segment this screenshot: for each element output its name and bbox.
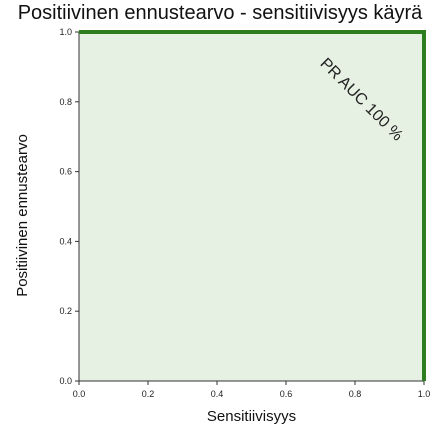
x-tick-label: 0.4 xyxy=(211,389,224,399)
x-tick-label: 0.0 xyxy=(73,389,86,399)
y-tick-label: 0.6 xyxy=(59,167,72,177)
y-tick-label: 1.0 xyxy=(59,27,72,37)
x-tick-label: 0.2 xyxy=(142,389,155,399)
y-tick-label: 0.4 xyxy=(59,236,72,246)
x-ticks: 0.0 0.2 0.4 0.6 0.8 1.0 xyxy=(73,381,431,399)
auc-area xyxy=(79,32,424,381)
x-tick-label: 0.6 xyxy=(280,389,293,399)
y-tick-label: 0.8 xyxy=(59,97,72,107)
x-tick-label: 0.8 xyxy=(349,389,362,399)
pr-curve-line xyxy=(79,30,426,381)
x-tick-label: 1.0 xyxy=(418,389,431,399)
y-tick-label: 0.0 xyxy=(59,376,72,386)
chart-title: Positiivinen ennustearvo - sensitiivisyy… xyxy=(17,2,423,24)
y-axis-label: Positiivinen ennustearvo xyxy=(14,134,31,297)
y-tick-label: 0.2 xyxy=(59,306,72,316)
y-ticks: 0.0 0.2 0.4 0.6 0.8 1.0 xyxy=(59,27,79,386)
x-axis-label: Sensitiivisyys xyxy=(207,408,296,425)
